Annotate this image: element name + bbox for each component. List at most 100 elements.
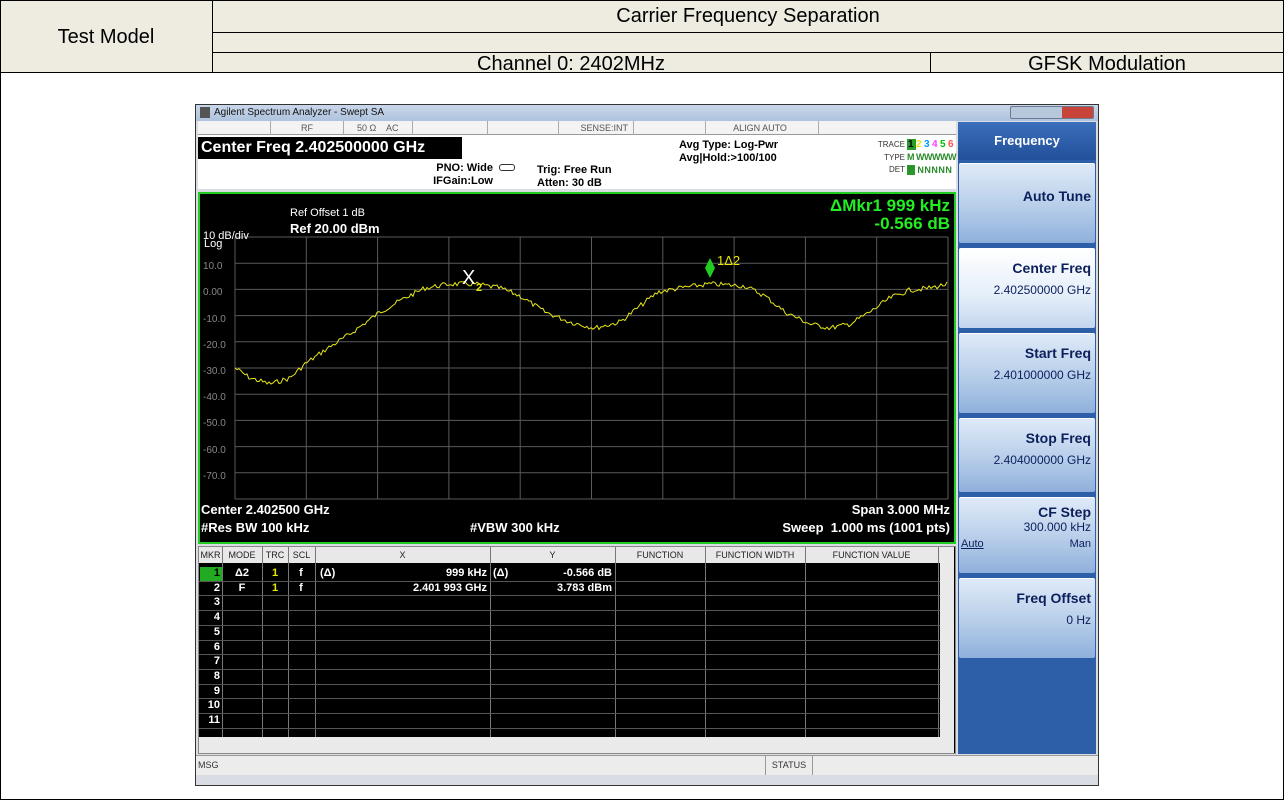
softkey-menu: Frequency xyxy=(994,133,1060,148)
message-bar xyxy=(196,755,1098,775)
avg-type: Avg Type: Log-Pwr xyxy=(679,139,778,151)
table-row-line xyxy=(199,654,940,656)
center-label: Center 2.402500 GHz xyxy=(201,502,330,517)
scale: 10 dB/div xyxy=(203,230,249,242)
softkey-label: Start Freq xyxy=(1024,345,1091,361)
marker-number: 8 xyxy=(213,669,220,682)
softkey-label: Auto Tune xyxy=(1022,188,1091,204)
table-column-line xyxy=(938,547,939,737)
marker-mode: Δ2 xyxy=(234,567,250,579)
marker-scale: f xyxy=(299,581,303,594)
scale-label: -40.0 xyxy=(203,392,226,404)
marker-x-value: 999 kHz xyxy=(446,567,487,579)
softkey-label: CF Step xyxy=(1038,504,1091,520)
type-label: TYPE xyxy=(884,153,905,162)
title-bar xyxy=(196,105,1098,121)
scale-label: 10.0 xyxy=(203,261,223,273)
log-label: Log xyxy=(204,238,223,250)
trace-number: 2 xyxy=(916,139,922,150)
table-header: FUNCTION xyxy=(636,550,684,560)
table-header: X xyxy=(399,550,406,560)
marker-number: 1 xyxy=(213,567,220,579)
atten: Atten: 30 dB xyxy=(537,177,602,189)
status-divider xyxy=(412,121,413,135)
marker-delta: 1Δ2 xyxy=(717,253,741,268)
table-header: FUNCTION WIDTH xyxy=(715,550,795,560)
table-row-line xyxy=(199,639,940,641)
trace-number: 1 xyxy=(908,139,914,150)
status-label: STATUS xyxy=(771,760,807,770)
marker-readout: ΔMkr1 999 kHz xyxy=(830,196,950,215)
center-freq-bar xyxy=(198,137,462,159)
softkey[interactable] xyxy=(959,163,1095,243)
marker-y-mode: (Δ) xyxy=(493,567,509,579)
window-buttons xyxy=(1010,106,1094,119)
status-coupling: AC xyxy=(386,123,399,133)
marker-trace: 1 xyxy=(271,567,279,579)
avg-hold: Avg|Hold:>100/100 xyxy=(679,152,777,164)
vbw: #VBW 300 kHz xyxy=(470,520,560,535)
header-left xyxy=(0,0,213,73)
table-row-line xyxy=(199,624,940,626)
pno: PNO: Wide xyxy=(436,162,493,174)
ref-level: Ref 20.00 dBm xyxy=(290,221,380,236)
marker-diamond xyxy=(705,258,715,278)
table-column-line xyxy=(288,547,289,737)
header-title-cell xyxy=(212,0,1284,33)
status-rf: RF xyxy=(301,123,313,133)
status-impedance: 50 Ω xyxy=(357,123,377,133)
table-scrollbar xyxy=(940,547,954,737)
marker-scale: f xyxy=(299,567,303,579)
marker-number: 9 xyxy=(213,684,220,697)
softkey-value: 2.402500000 GHz xyxy=(993,283,1091,297)
softkey[interactable] xyxy=(959,248,1095,328)
marker-number: 11 xyxy=(208,714,220,726)
marker-y-value: -0.566 dB xyxy=(563,567,612,579)
type-value: M WWWWW xyxy=(907,152,956,162)
status-divider xyxy=(633,121,634,135)
softkey[interactable] xyxy=(959,578,1095,658)
scale-label: 0.00 xyxy=(203,287,223,299)
table-header: MKR xyxy=(200,550,221,560)
scale-label: -70.0 xyxy=(203,470,226,482)
trace-number: 6 xyxy=(948,139,954,150)
table-row-line xyxy=(199,713,940,714)
table-column-line xyxy=(315,547,316,737)
table-column-line xyxy=(262,547,263,737)
status-divider xyxy=(705,121,706,135)
horizontal-scrollbar xyxy=(199,737,954,753)
window-title: Agilent Spectrum Analyzer - Swept SA xyxy=(214,107,385,118)
marker-number: 5 xyxy=(213,625,220,638)
marker-number: 4 xyxy=(213,611,220,624)
softkey-value: 0 Hz xyxy=(1066,613,1091,627)
table-column-line xyxy=(615,547,616,737)
softkey-label: Center Freq xyxy=(1012,260,1091,276)
status-divider xyxy=(818,121,819,135)
res-bw: #Res BW 100 kHz xyxy=(201,520,310,535)
table-row-line xyxy=(199,595,940,597)
softkey-label: Stop Freq xyxy=(1025,430,1091,446)
table-row-line xyxy=(199,610,940,612)
scale-label: -50.0 xyxy=(203,418,226,430)
table-row-line xyxy=(199,698,940,700)
marker-number: 7 xyxy=(213,655,220,668)
marker-y-value: 3.783 dBm xyxy=(556,581,612,594)
status-align: ALIGN AUTO xyxy=(733,123,787,133)
softkey[interactable] xyxy=(959,333,1095,413)
table-row-line xyxy=(199,580,940,582)
status-divider xyxy=(343,121,344,135)
softkey[interactable] xyxy=(959,418,1095,492)
modulation-label: GFSK Modulation xyxy=(1028,53,1186,75)
ref-offset: Ref Offset 1 dB xyxy=(290,207,366,219)
marker-number: 10 xyxy=(207,699,220,712)
det-label: DET xyxy=(889,165,905,174)
softkey[interactable] xyxy=(959,497,1095,573)
scale-label: -30.0 xyxy=(203,366,226,377)
marker-x-mode: (Δ) xyxy=(320,567,336,579)
softkey-option: Auto xyxy=(961,538,984,550)
trace xyxy=(234,281,948,385)
trace-label: TRACE xyxy=(877,140,905,149)
scale-label: -10.0 xyxy=(203,313,226,325)
marker-number: 3 xyxy=(213,596,220,609)
